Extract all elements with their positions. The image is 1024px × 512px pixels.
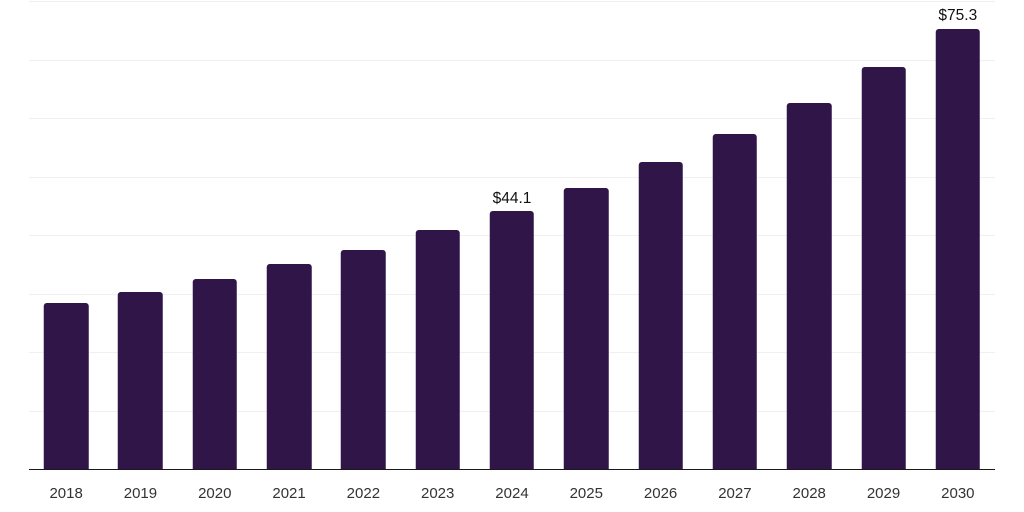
bar-2026 (638, 161, 683, 469)
x-tick-label-2025: 2025 (569, 485, 603, 502)
x-tick-label-2028: 2028 (792, 485, 826, 502)
gridline-80 (29, 1, 995, 2)
x-tick-label-2024: 2024 (495, 485, 529, 502)
bar-2019 (118, 291, 163, 469)
bar-band-2027 (698, 133, 772, 469)
gridline-50 (29, 176, 995, 178)
bar-2023 (415, 230, 460, 469)
x-axis-line (29, 468, 995, 470)
plot-area: $44.1 $75.3 (29, 0, 995, 470)
bar-band-2018 (29, 303, 103, 469)
x-tick-label-2027: 2027 (718, 485, 752, 502)
bar-band-2029 (846, 66, 920, 469)
bar-band-2026 (623, 161, 697, 469)
x-tick-label-2021: 2021 (272, 485, 306, 502)
x-tick-label-2026: 2026 (643, 485, 678, 502)
bar-band-2021 (252, 264, 326, 469)
x-tick-label-2029: 2029 (866, 485, 901, 502)
bar-band-2022 (326, 250, 400, 469)
x-tick-label-2022: 2022 (346, 485, 381, 502)
bar-2028 (786, 102, 832, 469)
bar-band-2030: $75.3 (921, 8, 995, 469)
bar-2022 (341, 250, 386, 469)
x-tick-label-2018: 2018 (49, 485, 83, 502)
bar-2021 (266, 264, 312, 469)
x-tick-label-2023: 2023 (420, 485, 455, 502)
bar-2025 (564, 188, 609, 469)
data-label-2024: $44.1 (492, 189, 532, 207)
bar-band-2024: $44.1 (475, 191, 549, 469)
bar-2020 (192, 279, 237, 469)
bar-2027 (712, 133, 758, 469)
bar-band-2025 (549, 188, 623, 469)
x-tick-label-2030: 2030 (941, 485, 975, 502)
gridline-70 (29, 59, 995, 61)
bar-band-2019 (103, 291, 177, 469)
bar-band-2028 (772, 102, 846, 469)
bar-band-2023 (401, 230, 475, 469)
bar-2030 (935, 28, 981, 469)
data-label-2030: $75.3 (938, 7, 978, 24)
x-tick-label-2020: 2020 (198, 485, 232, 502)
x-tick-label-2019: 2019 (123, 485, 158, 502)
bar-2024 (489, 211, 535, 469)
bar-band-2020 (178, 279, 252, 469)
bar-2018 (43, 303, 89, 469)
bar-2029 (861, 66, 906, 469)
gridline-60 (29, 118, 995, 119)
